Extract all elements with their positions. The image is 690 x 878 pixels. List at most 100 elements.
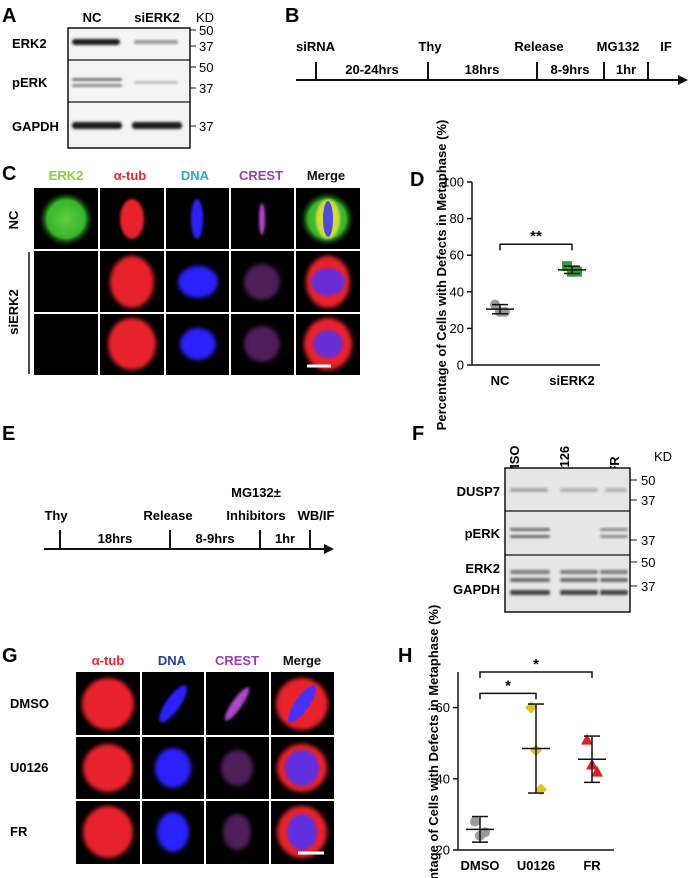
chromosomes xyxy=(157,812,189,852)
y-tick-label: 20 xyxy=(436,843,450,858)
timeline-step: IF xyxy=(660,39,672,54)
significance-label: * xyxy=(505,677,511,694)
blot-band xyxy=(600,535,628,538)
blot-frame xyxy=(67,27,191,149)
blot-band xyxy=(560,578,598,582)
chart-h: 20 40 60 DMSO U0126 FR * * xyxy=(436,656,614,873)
y-tick-label: 0 xyxy=(457,358,464,373)
timeline-duration: 20-24hrs xyxy=(345,62,398,77)
timeline-duration: 1hr xyxy=(275,531,295,546)
panel-letter-a: A xyxy=(2,5,16,27)
row-label-sierk2: siERK2 xyxy=(6,289,21,335)
significance-label: * xyxy=(533,656,539,673)
significance-bracket xyxy=(499,243,573,251)
timeline-step: Release xyxy=(514,39,563,54)
micrograph-cell xyxy=(39,192,93,246)
panel-d: D Percentage of Cells with Defects in Me… xyxy=(410,120,600,430)
data-point xyxy=(581,733,593,745)
panel-h: H Percentage of Cells with Defects in Me… xyxy=(398,605,614,878)
chart-d: 0 20 40 60 80 100 NC siERK2 ** xyxy=(442,175,600,388)
panel-g: G α-tub DNA CREST Merge xyxy=(2,645,334,864)
spindle xyxy=(108,318,156,370)
blot-band xyxy=(134,81,178,84)
significance-bracket xyxy=(479,692,537,700)
timeline-step: MG132 xyxy=(597,39,640,54)
spindle xyxy=(83,744,133,792)
kd-unit-label: KD xyxy=(654,449,672,464)
blot-band xyxy=(72,39,120,45)
timeline-duration: 8-9hrs xyxy=(195,531,234,546)
panel-b: B siRNA Thy Release MG132 IF 20-24hrs 18… xyxy=(285,5,688,85)
timeline-step: Thy xyxy=(418,39,442,54)
panel-e: E Thy Release MG132± Inhibitors WB/IF 18… xyxy=(2,423,334,554)
kinetochores xyxy=(244,326,280,362)
channel-label-merge: Merge xyxy=(283,653,321,668)
spindle xyxy=(82,678,134,730)
blot-band xyxy=(560,570,598,574)
blot-band xyxy=(600,570,628,574)
marker-label: 37 xyxy=(641,579,655,594)
blot-band xyxy=(600,578,628,582)
blot-band xyxy=(72,122,122,129)
panel-a: A NC siERK2 KD ERK2 pERK GAPDH 50 37 50 … xyxy=(2,5,214,149)
lane-label-nc: NC xyxy=(83,10,102,25)
channel-label-dna: DNA xyxy=(181,168,210,183)
y-tick-label: 40 xyxy=(436,771,450,786)
channel-label-crest: CREST xyxy=(215,653,259,668)
blot-band xyxy=(510,488,548,492)
timeline-arrowhead xyxy=(324,544,334,554)
marker-label: 50 xyxy=(641,473,655,488)
spindle xyxy=(83,806,133,858)
panel-letter-b: B xyxy=(285,5,299,27)
timeline-arrowhead xyxy=(678,75,688,85)
blot-band xyxy=(605,488,627,492)
kinetochores xyxy=(259,203,265,235)
marker-label: 50 xyxy=(199,60,213,75)
marker-label: 37 xyxy=(641,533,655,548)
y-tick-label: 100 xyxy=(442,175,464,190)
marker-label: 37 xyxy=(641,493,655,508)
timeline-step: MG132± xyxy=(231,485,281,500)
channel-label-merge: Merge xyxy=(307,168,345,183)
row-label-dmso: DMSO xyxy=(10,696,49,711)
significance-bracket xyxy=(479,671,593,678)
channel-label-dna: DNA xyxy=(158,653,187,668)
blot-band xyxy=(600,528,628,531)
y-tick-label: 80 xyxy=(450,211,464,226)
panel-letter-f: F xyxy=(412,423,424,445)
mw-markers: 50 37 50 37 37 xyxy=(190,23,213,134)
row-label-nc: NC xyxy=(6,210,21,229)
chromosomes xyxy=(191,199,203,239)
channel-label-tubulin: α-tub xyxy=(114,168,147,183)
x-tick-label: NC xyxy=(491,373,510,388)
row-label-dusp7: DUSP7 xyxy=(457,484,500,499)
blot-band xyxy=(560,488,598,492)
panel-letter-c: C xyxy=(2,163,16,185)
data-point xyxy=(572,266,582,277)
blot-band xyxy=(132,122,182,129)
kinetochores xyxy=(221,750,253,786)
row-label-erk2: ERK2 xyxy=(12,36,47,51)
blot-band xyxy=(510,528,550,531)
y-tick-label: 60 xyxy=(450,248,464,263)
channel-label-erk2: ERK2 xyxy=(49,168,84,183)
data-point xyxy=(591,765,603,777)
x-tick-label: DMSO xyxy=(461,858,500,873)
data-point xyxy=(470,816,480,827)
chromosomes xyxy=(178,266,218,298)
x-tick-label: FR xyxy=(583,858,601,873)
row-label-u0126: U0126 xyxy=(10,760,48,775)
spindle xyxy=(120,199,144,239)
timeline-duration: 18hrs xyxy=(98,531,133,546)
panel-letter-d: D xyxy=(410,169,424,191)
panel-c: C ERK2 α-tub DNA CREST Merge xyxy=(2,163,360,375)
row-label-gapdh: GAPDH xyxy=(12,119,59,134)
marker-label: 50 xyxy=(199,23,213,38)
kinetochores xyxy=(223,814,251,850)
panel-letter-g: G xyxy=(2,645,18,667)
marker-label: 37 xyxy=(199,119,213,134)
lane-label-sierk2: siERK2 xyxy=(134,10,180,25)
marker-label: 37 xyxy=(199,81,213,96)
marker-label: 37 xyxy=(199,39,213,54)
